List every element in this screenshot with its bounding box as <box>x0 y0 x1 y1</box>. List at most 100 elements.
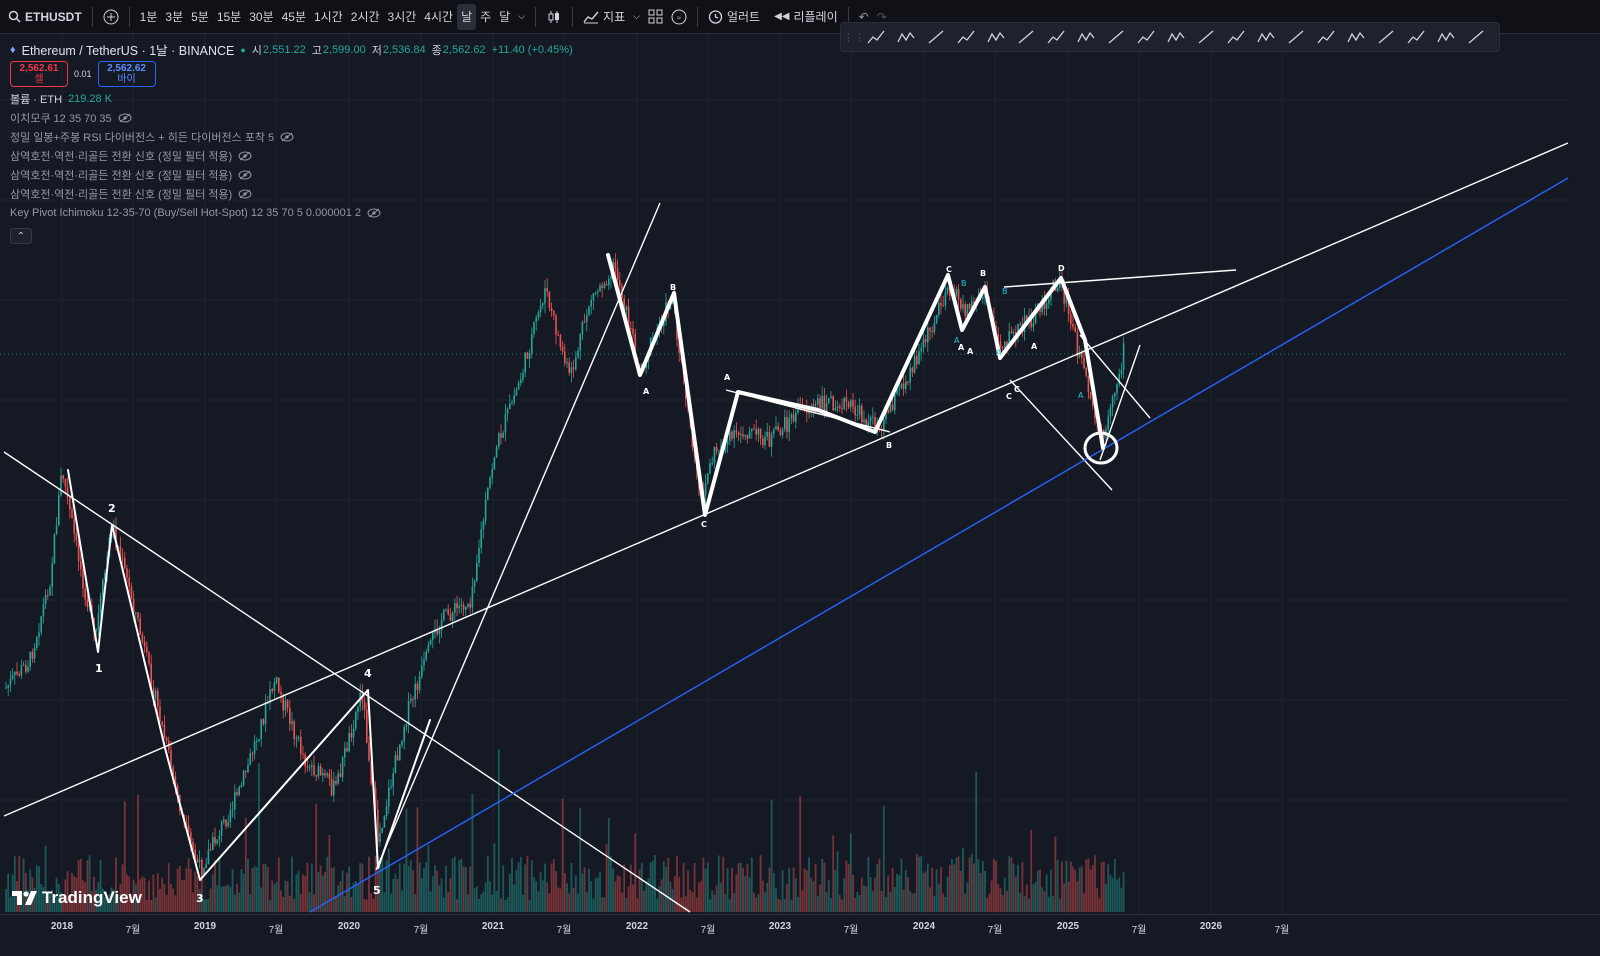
cycle-lines-icon[interactable] <box>1101 23 1131 51</box>
parallel-lines-icon[interactable] <box>951 23 981 51</box>
indicator-row[interactable]: 삼역호전·역전·리골든 전환 신호 (정밀 필터 적용) <box>10 146 573 165</box>
buy-button[interactable]: 2,562.62 바이 <box>97 61 156 87</box>
strategy-button[interactable]: ≈ <box>667 4 691 30</box>
strategy-icon: ≈ <box>671 9 687 24</box>
legend-symbol-title[interactable]: Ethereum / TetherUS · 1날 · BINANCE <box>21 44 235 58</box>
volume-bar <box>750 857 753 912</box>
measure-icon[interactable] <box>1161 23 1191 51</box>
wave-abcde-icon[interactable] <box>1071 23 1101 51</box>
indicators-button[interactable]: 지표 <box>579 4 629 30</box>
interval-3h[interactable]: 3시간 <box>387 10 417 24</box>
replay-button[interactable]: ◀◀ 리플레이 <box>770 4 842 30</box>
path-icon[interactable] <box>1251 23 1281 51</box>
tradingview-logo[interactable]: TradingView <box>12 888 142 908</box>
interval-3m[interactable]: 3분 <box>165 10 184 24</box>
eye-hidden-icon[interactable] <box>280 132 294 142</box>
candle-body <box>819 398 821 409</box>
indicator-row[interactable]: 이치모쿠 12 35 70 35 <box>10 108 573 127</box>
volume-bar <box>814 864 817 912</box>
candle-body <box>196 858 199 863</box>
horizontal-line-icon[interactable] <box>1401 23 1431 51</box>
volume-bar <box>693 863 696 912</box>
eye-hidden-icon[interactable] <box>118 113 132 123</box>
interval-5m[interactable]: 5분 <box>191 10 209 24</box>
chart-type-button[interactable] <box>542 4 566 30</box>
add-symbol-button[interactable] <box>99 4 123 30</box>
collapse-legend-button[interactable]: ⌃ <box>10 228 32 244</box>
layouts-button[interactable] <box>644 4 667 30</box>
channel-icon[interactable] <box>921 23 951 51</box>
time-axis[interactable]: 2018 7월 2019 7월 2020 7월 2021 7월 2022 7월 2023 7월 2024… <box>0 914 1600 956</box>
sell-button[interactable]: 2,562.61 셀 <box>10 61 68 87</box>
candle-body <box>449 614 452 621</box>
indicators-dropdown[interactable]: ⌵ <box>629 4 644 30</box>
volume-bar <box>200 871 203 912</box>
pencil-icon[interactable] <box>1371 23 1401 51</box>
wave-wxyxz-icon[interactable] <box>1461 23 1491 51</box>
candle-body <box>25 664 27 672</box>
volume-bar <box>526 855 529 912</box>
volume-bar <box>346 872 348 912</box>
interval-dropdown[interactable]: ⌵ <box>514 4 529 30</box>
symbol-search[interactable]: ETHUSDT <box>0 4 86 30</box>
eye-hidden-icon[interactable] <box>238 170 252 180</box>
indicator-row[interactable]: 삼역호전·역전·리골든 전환 신호 (정밀 필터 적용) <box>10 184 573 203</box>
interval-2h[interactable]: 2시간 <box>350 10 380 24</box>
volume-bar <box>244 817 247 912</box>
brush-icon[interactable] <box>1431 23 1461 51</box>
interval-1w[interactable]: 주 <box>480 10 492 24</box>
interval-4h[interactable]: 4시간 <box>424 10 454 24</box>
candle-body <box>399 744 401 761</box>
candle-body <box>1081 353 1083 358</box>
interval-1m[interactable]: 1분 <box>139 10 158 24</box>
eye-hidden-icon[interactable] <box>367 208 381 218</box>
drag-handle[interactable]: ⋮⋮ <box>843 31 865 44</box>
wave-12345-icon[interactable] <box>1011 23 1041 51</box>
indicator-row[interactable]: 삼역호전·역전·리골든 전환 신호 (정밀 필터 적용) <box>10 165 573 184</box>
trend-lines-icon[interactable] <box>861 23 891 51</box>
trendline-descending <box>3 451 691 913</box>
indicator-row[interactable]: 정밀 일봉+주봉 RSI 다이버전스 + 히든 다이버전스 포착 5 <box>10 127 573 146</box>
candle-body <box>869 417 872 422</box>
candle-body <box>227 822 229 827</box>
redo-button[interactable]: ↷ <box>873 4 891 30</box>
indicator-row[interactable]: Key Pivot Ichimoku 12-35-70 (Buy/Sell Ho… <box>10 203 573 222</box>
wave-wxy-icon[interactable] <box>1281 23 1311 51</box>
alert-button[interactable]: 얼러트 <box>704 4 764 30</box>
candle-body <box>350 733 353 738</box>
text-cursor-icon[interactable] <box>1131 23 1161 51</box>
candle-body <box>531 334 533 354</box>
candle-body <box>275 677 278 683</box>
volume-bar <box>376 862 379 912</box>
volume-bar <box>148 880 150 912</box>
elliott-icon[interactable] <box>981 23 1011 51</box>
pitchfork-icon[interactable] <box>891 23 921 51</box>
long-position-icon[interactable] <box>1191 23 1221 51</box>
interval-1h[interactable]: 1시간 <box>314 10 343 24</box>
interval-1mo[interactable]: 달 <box>499 10 511 24</box>
fan-icon[interactable] <box>1221 23 1251 51</box>
interval-15m[interactable]: 15분 <box>216 10 242 24</box>
eye-hidden-icon[interactable] <box>238 189 252 199</box>
undo-button[interactable]: ↶ <box>855 4 873 30</box>
eye-hidden-icon[interactable] <box>238 151 252 161</box>
symbol-label: ETHUSDT <box>25 9 82 24</box>
buy-label: 바이 <box>117 74 136 85</box>
circle-highlight <box>1083 431 1119 465</box>
wave-abc-icon[interactable] <box>1041 23 1071 51</box>
volume-row[interactable]: 볼륨 · ETH 219.28 K <box>10 89 573 108</box>
candle-body <box>753 428 755 430</box>
volume-bar <box>475 886 478 912</box>
candle-body <box>832 396 834 411</box>
interval-45m[interactable]: 45분 <box>281 10 306 24</box>
volume-bar <box>372 899 375 912</box>
volume-bar <box>64 879 67 912</box>
interval-1d[interactable]: 날 <box>457 3 477 30</box>
interval-30m[interactable]: 30분 <box>249 10 274 24</box>
volume-bar <box>240 869 243 912</box>
candle-body <box>744 434 746 437</box>
volume-bar <box>178 865 181 912</box>
ray-icon[interactable] <box>1311 23 1341 51</box>
price-chart[interactable]: 1 2 3 4 5 A B C A B C A B C D A B B A A … <box>0 0 1600 914</box>
gann-box-icon[interactable] <box>1341 23 1371 51</box>
